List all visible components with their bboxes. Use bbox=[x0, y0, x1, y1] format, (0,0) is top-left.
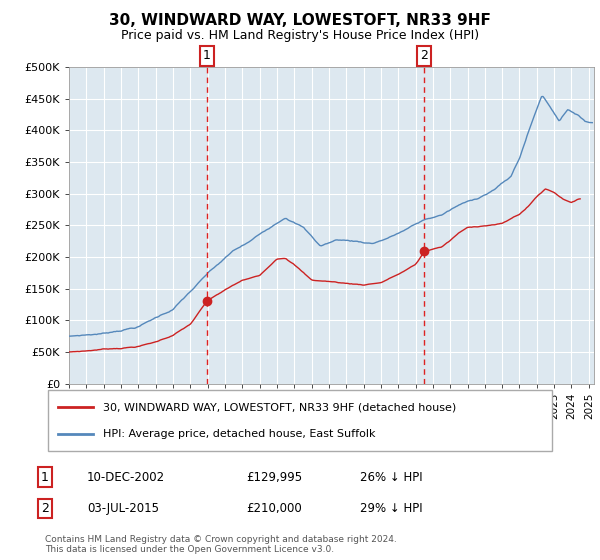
Text: 10-DEC-2002: 10-DEC-2002 bbox=[87, 470, 165, 484]
Text: £210,000: £210,000 bbox=[246, 502, 302, 515]
Text: 30, WINDWARD WAY, LOWESTOFT, NR33 9HF: 30, WINDWARD WAY, LOWESTOFT, NR33 9HF bbox=[109, 13, 491, 28]
Text: £129,995: £129,995 bbox=[246, 470, 302, 484]
Text: 2: 2 bbox=[41, 502, 49, 515]
Text: Contains HM Land Registry data © Crown copyright and database right 2024.
This d: Contains HM Land Registry data © Crown c… bbox=[45, 535, 397, 554]
Text: 30, WINDWARD WAY, LOWESTOFT, NR33 9HF (detached house): 30, WINDWARD WAY, LOWESTOFT, NR33 9HF (d… bbox=[103, 402, 457, 412]
Text: 26% ↓ HPI: 26% ↓ HPI bbox=[360, 470, 422, 484]
Text: Price paid vs. HM Land Registry's House Price Index (HPI): Price paid vs. HM Land Registry's House … bbox=[121, 29, 479, 43]
Text: 29% ↓ HPI: 29% ↓ HPI bbox=[360, 502, 422, 515]
Text: 1: 1 bbox=[41, 470, 49, 484]
Text: HPI: Average price, detached house, East Suffolk: HPI: Average price, detached house, East… bbox=[103, 430, 376, 440]
Text: 03-JUL-2015: 03-JUL-2015 bbox=[87, 502, 159, 515]
Text: 2: 2 bbox=[420, 49, 428, 63]
FancyBboxPatch shape bbox=[48, 390, 552, 451]
Text: 1: 1 bbox=[203, 49, 211, 63]
